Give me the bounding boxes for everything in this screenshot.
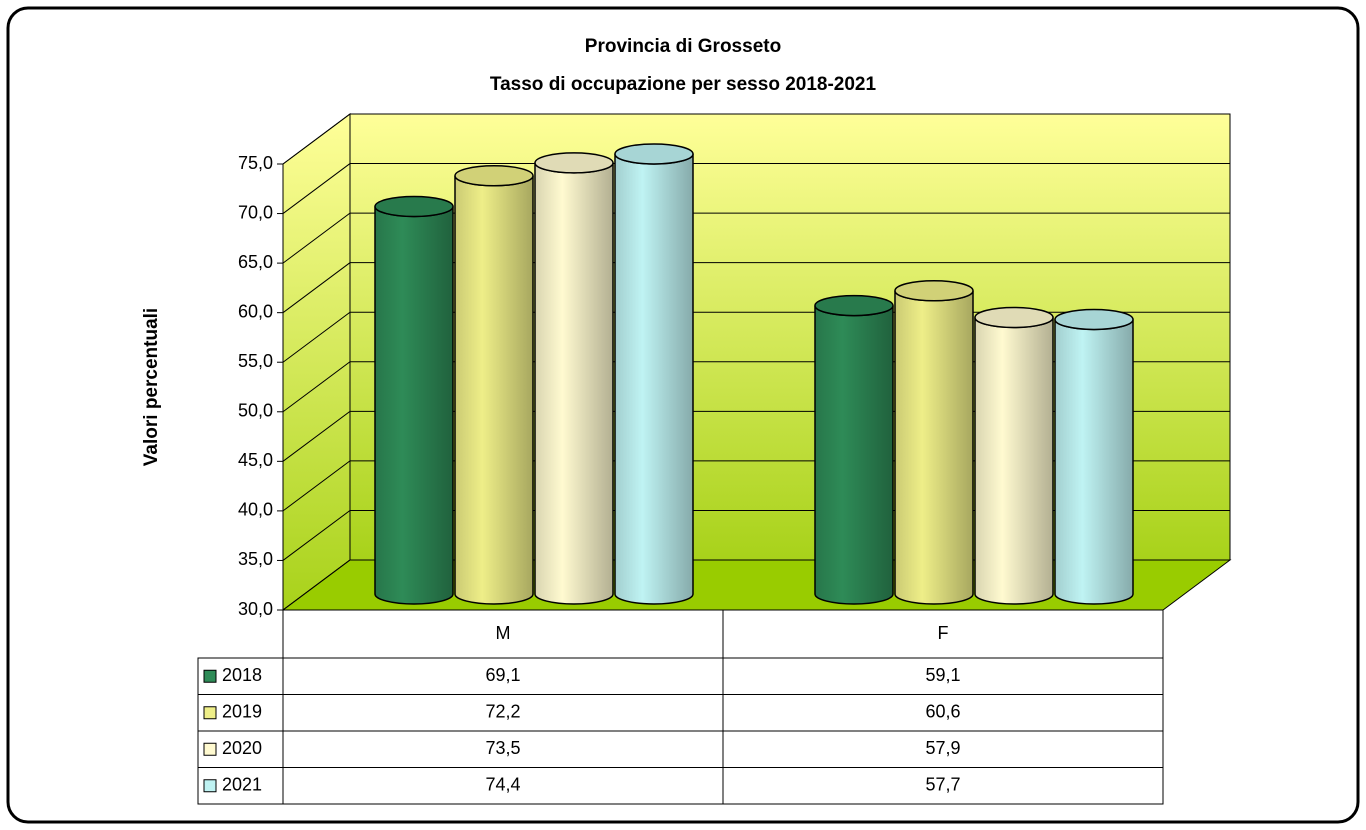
table-value: 73,5 (485, 738, 520, 758)
bar-cap (894, 279, 974, 302)
bar-shade (975, 317, 1053, 604)
legend-swatch (203, 706, 217, 720)
bar-shade (815, 305, 893, 604)
bar-shade (455, 175, 533, 605)
chart-title: Provincia di Grosseto (585, 36, 781, 57)
table-value: 57,9 (925, 738, 960, 758)
y-tick-label: 65,0 (238, 252, 273, 272)
bar-cap-shade (455, 165, 533, 186)
bar-shade (615, 153, 693, 605)
legend-swatch (203, 669, 217, 683)
bar-cap-shade (1055, 309, 1133, 330)
bar-shade (375, 206, 453, 604)
legend-label: 2021 (222, 775, 262, 795)
y-tick-label: 55,0 (238, 351, 273, 371)
y-axis-label: Valori percentuali (141, 308, 162, 466)
y-tick-label: 35,0 (238, 549, 273, 569)
grid-line (282, 262, 1230, 314)
legend-label: 2018 (222, 665, 262, 685)
table-value: 60,6 (925, 702, 960, 722)
data-table: M F 2018 69,1 59,1 2019 72,2 60,6 2020 73,5 57,9 20… (197, 609, 1164, 805)
y-tick-label: 40,0 (238, 500, 273, 520)
table-value: 74,4 (485, 775, 520, 795)
table-value: 69,1 (485, 665, 520, 685)
legend-label: 2020 (222, 738, 262, 758)
table-lines (197, 609, 1164, 805)
y-tick-label: 45,0 (238, 450, 273, 470)
x-tick-label: F (938, 623, 949, 643)
y-tick-label: 70,0 (238, 202, 273, 222)
bar-cap (974, 306, 1054, 329)
legend-swatch (203, 779, 217, 793)
y-tick-label: 60,0 (238, 301, 273, 321)
bar-cap-shade (615, 143, 693, 164)
legend-swatch (203, 742, 217, 756)
bar-cap (614, 143, 694, 165)
bar-shade (535, 162, 613, 604)
bar-shade (1055, 319, 1133, 604)
bar-cap-shade (815, 295, 893, 316)
grid-line (282, 163, 1230, 214)
chart-subtitle: Tasso di occupazione per sesso 2018-2021 (490, 74, 877, 95)
y-tick-label: 30,0 (238, 599, 273, 619)
table-value: 57,7 (925, 775, 960, 795)
table-value: 72,2 (485, 702, 520, 722)
grid-line (282, 113, 1230, 165)
y-tick-label: 50,0 (238, 401, 273, 421)
bar-shade (895, 290, 973, 604)
table-value: 59,1 (925, 665, 960, 685)
bar-cap (814, 294, 894, 317)
bar-cap-shade (375, 196, 453, 217)
grid-line (282, 212, 1230, 264)
bar-cap (454, 165, 534, 187)
bar-cap-shade (975, 307, 1053, 328)
bar-cap (374, 195, 454, 218)
y-tick-label: 75,0 (238, 153, 273, 173)
x-tick-label: M (496, 623, 511, 643)
bar-cap (1054, 308, 1134, 331)
bar-cap-shade (535, 152, 613, 173)
bar-cap (534, 152, 614, 174)
legend-label: 2019 (222, 702, 262, 722)
bar-cap-shade (895, 280, 973, 301)
